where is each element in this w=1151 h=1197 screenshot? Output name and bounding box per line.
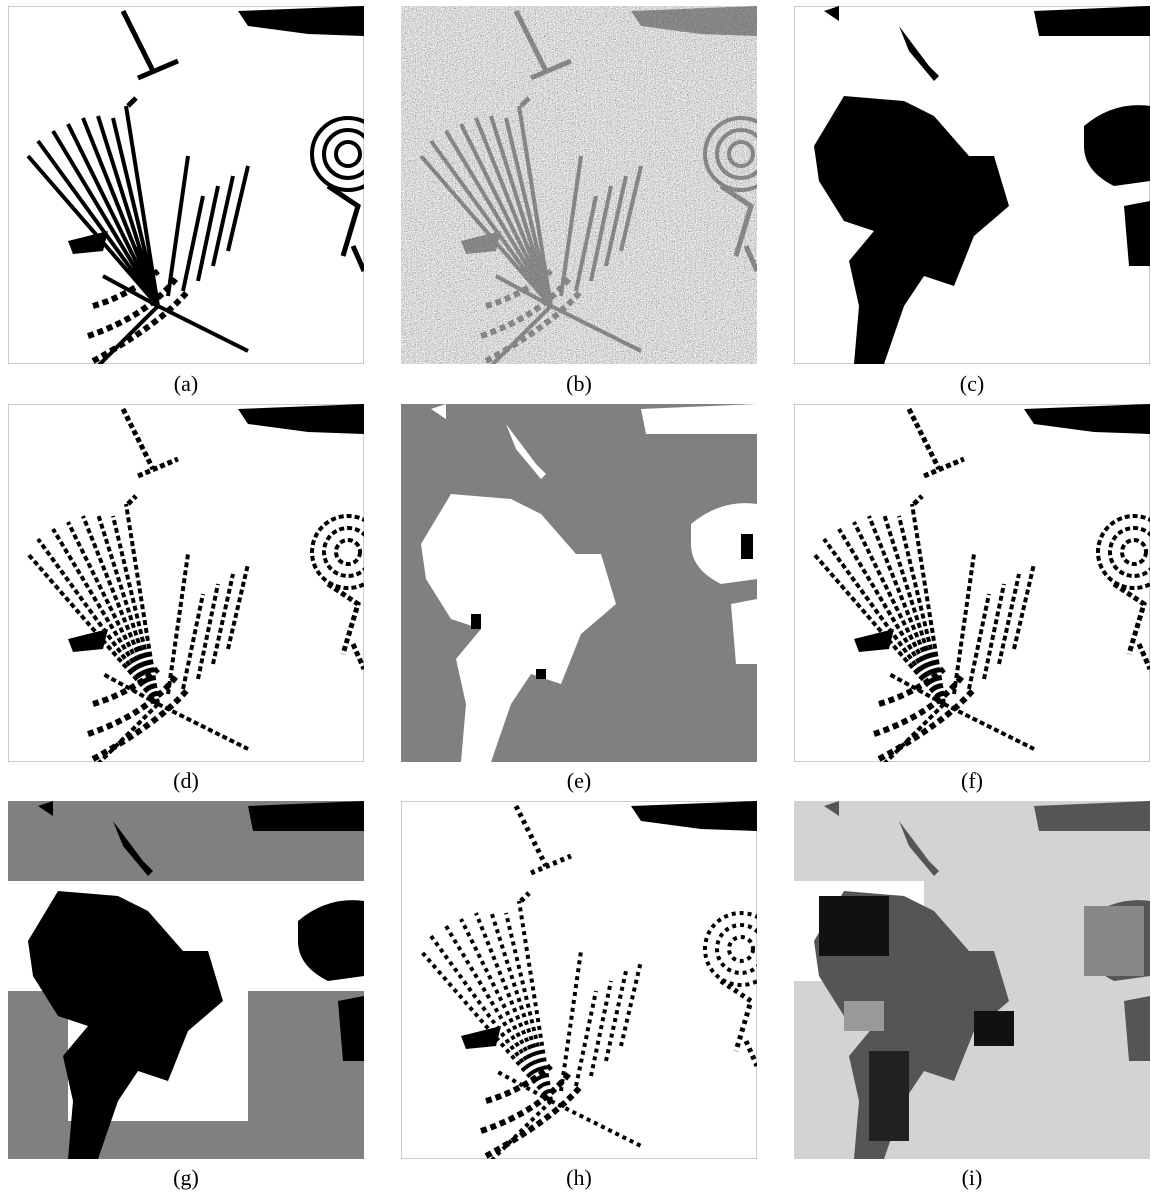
caption: (e) [401, 768, 757, 794]
panel-a [8, 6, 364, 364]
image [401, 404, 757, 762]
image [8, 404, 364, 762]
caption: (f) [794, 768, 1150, 794]
image [401, 801, 757, 1159]
image [8, 801, 364, 1159]
caption: (a) [8, 371, 364, 397]
image [8, 6, 364, 364]
caption: (b) [401, 371, 757, 397]
panel-e [401, 404, 757, 762]
panel-f [794, 404, 1150, 762]
panel-h [401, 801, 757, 1159]
image [794, 6, 1150, 364]
caption: (h) [401, 1165, 757, 1191]
panel-g [8, 801, 364, 1159]
caption: (g) [8, 1165, 364, 1191]
image [401, 6, 757, 364]
panel-b [401, 6, 757, 364]
image [794, 801, 1150, 1159]
caption: (i) [794, 1165, 1150, 1191]
panel-i [794, 801, 1150, 1159]
panel-c [794, 6, 1150, 364]
caption: (d) [8, 768, 364, 794]
caption: (c) [794, 371, 1150, 397]
image [794, 404, 1150, 762]
figure: (a) (b) (c) (d) (e) (f) (g) (h) (i) [0, 0, 1151, 1197]
panel-d [8, 404, 364, 762]
